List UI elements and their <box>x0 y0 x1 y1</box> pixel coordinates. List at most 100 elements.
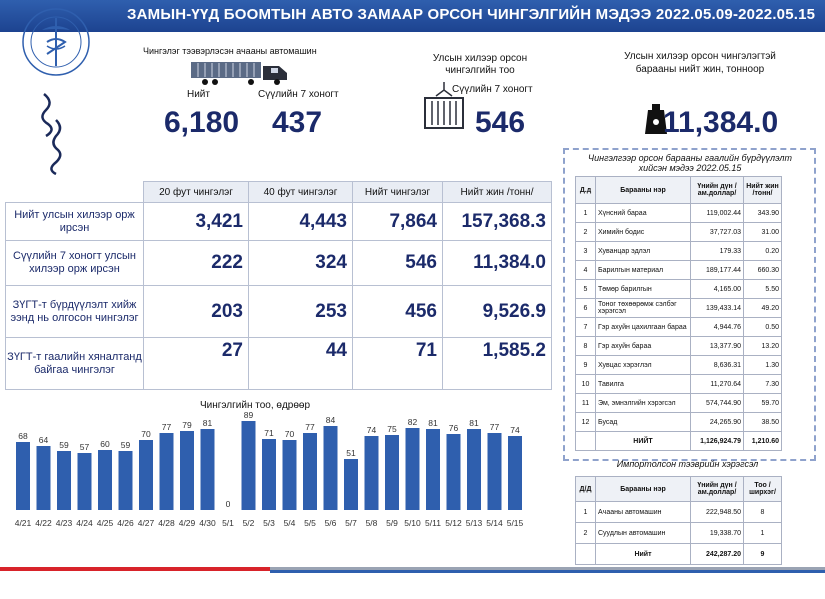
cell: 1 <box>743 522 782 544</box>
x-tick-label: 5/5 <box>304 518 316 528</box>
cell: 11 <box>575 393 596 413</box>
vehicles-total-value: 6,180 <box>164 106 240 139</box>
cell: 31.00 <box>743 222 782 242</box>
x-tick-label: 4/27 <box>138 518 155 528</box>
table-row: 5 Төмөр барилгын 4,165.00 5.50 <box>575 279 782 299</box>
table-row: Нийт улсын хилээр орж ирсэн 3,421 4,443 … <box>5 202 552 241</box>
bar-5/5 <box>303 433 317 510</box>
data-label: 77 <box>162 422 172 432</box>
cell: 343.90 <box>743 203 782 223</box>
row-label: ЗҮГТ-т гаалийн хяналтанд байгаа чингэлэг <box>5 337 144 390</box>
table-row: 2 Химийн бодис 37,727.03 31.00 <box>575 222 782 242</box>
data-label: 57 <box>80 442 90 452</box>
table-row: Сүүлийн 7 хоногт улсын хилээр орж ирсэн … <box>5 240 552 286</box>
exp-header-name: Барааны нэр <box>595 176 691 204</box>
containers-week-label: Сүүлийн 7 хоногт <box>452 84 533 95</box>
containers-week-value: 546 <box>475 106 526 139</box>
cell: Хуванцар эдлэл <box>595 241 691 261</box>
x-tick-label: 4/28 <box>158 518 175 528</box>
cell: 253 <box>248 285 353 338</box>
table-row: 6 Тоног төхөөрөмж сэлбэг хэрэгсэл 139,433.… <box>575 298 782 318</box>
weight-value: 11,384.0 <box>663 106 779 139</box>
cell: 4,443 <box>248 202 353 241</box>
bar-4/21 <box>16 442 30 510</box>
data-label: 59 <box>121 440 131 450</box>
cell: Төмөр барилгын <box>595 279 691 299</box>
imp-total-value: 242,287.20 <box>690 543 744 565</box>
cell: 5 <box>575 279 596 299</box>
vehicles-caption: Чингэлэг тээвэрлэсэн ачааны автомашин <box>143 46 317 56</box>
table-row: 8 Гэр ахуйн бараа 13,377.90 13.20 <box>575 336 782 356</box>
bar-5/13 <box>467 429 481 510</box>
bar-5/7 <box>344 459 358 510</box>
x-tick-label: 5/8 <box>366 518 378 528</box>
bar-5/6 <box>323 426 338 510</box>
cell: 49.20 <box>743 298 782 318</box>
x-tick-label: 5/9 <box>386 518 398 528</box>
bar-4/27 <box>139 440 153 510</box>
cell: 456 <box>352 285 443 338</box>
cell: 1 <box>575 203 596 223</box>
data-label: 79 <box>182 420 192 430</box>
main-header-40ft: 40 фут чингэлэг <box>248 181 353 203</box>
data-label: 60 <box>100 439 110 449</box>
cell: 203 <box>143 285 249 338</box>
data-label: 71 <box>264 428 274 438</box>
clearance-title: Чингэлгээр орсон барааны гаалийн бүрдүүл… <box>588 153 792 173</box>
data-label: 74 <box>367 425 377 435</box>
table-row: 3 Хуванцар эдлэл 179.33 0.20 <box>575 241 782 261</box>
table-row: 10 Тавилга 11,270.64 7.30 <box>575 374 782 394</box>
main-header-weight: Нийт жин /тонн/ <box>442 181 552 203</box>
cell: 13,377.90 <box>690 336 744 356</box>
cell: 1.30 <box>743 355 782 375</box>
cell: Барилгын материал <box>595 260 691 280</box>
footer-gray-line <box>270 567 825 570</box>
cell: 222,948.50 <box>690 501 744 523</box>
x-tick-label: 5/6 <box>325 518 337 528</box>
exp-header-no: Д.д <box>575 176 596 204</box>
footer-red-line <box>0 567 270 571</box>
bar-5/11 <box>426 429 440 510</box>
x-tick-label: 5/10 <box>404 518 421 528</box>
x-tick-label: 5/13 <box>466 518 483 528</box>
exp-total-label: НИЙТ <box>595 431 691 451</box>
x-tick-label: 5/15 <box>507 518 524 528</box>
exp-header-value: Үнийн дүн /ам.доллар/ <box>690 176 744 204</box>
cell: 1 <box>575 501 596 523</box>
cell: 3 <box>575 241 596 261</box>
bar-5/14 <box>487 433 502 510</box>
vehicles-week-value: 437 <box>272 106 323 139</box>
cell: 71 <box>352 337 443 390</box>
cell: Гэр ахуйн цахилгаан бараа <box>595 317 691 337</box>
x-tick-label: 5/1 <box>222 518 234 528</box>
cell: 0.20 <box>743 241 782 261</box>
table-row: ЗҮГТ-т бүрдүүлэлт хийж ээнд нь олгосон ч… <box>5 285 552 338</box>
cell: Хувцас хэрэглэл <box>595 355 691 375</box>
exp-total-value: 1,126,924.79 <box>690 431 744 451</box>
cell: 59.70 <box>743 393 782 413</box>
cell: 157,368.3 <box>442 202 552 241</box>
cell: Бусад <box>595 412 691 432</box>
bar-4/22 <box>36 446 51 510</box>
cell: 7 <box>575 317 596 337</box>
main-header-20ft: 20 фут чингэлэг <box>143 181 249 203</box>
data-label: 89 <box>244 410 254 420</box>
exp-total-weight: 1,210.60 <box>743 431 782 451</box>
container-truck-icon <box>191 62 287 85</box>
x-tick-label: 5/4 <box>284 518 296 528</box>
data-label: 64 <box>39 435 49 445</box>
bar-5/4 <box>282 440 297 510</box>
bar-4/29 <box>180 431 194 510</box>
cell: 10 <box>575 374 596 394</box>
weight-icon <box>645 104 667 134</box>
x-tick-label: 5/11 <box>425 518 441 528</box>
bar-5/10 <box>405 428 420 510</box>
footer-blue-line <box>270 570 825 573</box>
bar-4/23 <box>57 451 71 510</box>
x-tick-label: 5/2 <box>243 518 255 528</box>
bar-5/9 <box>385 435 399 510</box>
cell: Ачааны автомашин <box>595 501 691 523</box>
data-label: 81 <box>203 418 213 428</box>
data-label: 77 <box>305 422 315 432</box>
clearance-panel <box>563 148 816 461</box>
